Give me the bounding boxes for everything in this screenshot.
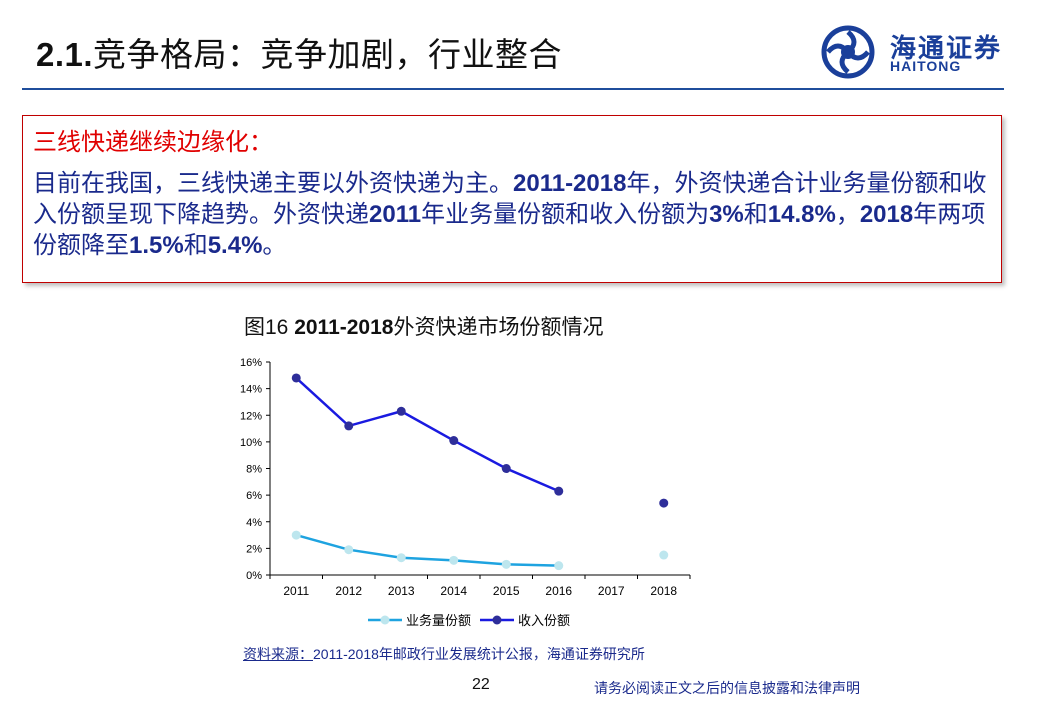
- x-tick-label: 2016: [545, 584, 572, 598]
- callout-box: 三线快递继续边缘化： 目前在我国，三线快递主要以外资快递为主。2011-2018…: [22, 115, 1002, 283]
- page-title-number: 2.1.: [36, 36, 94, 73]
- y-tick-label: 2%: [246, 543, 262, 555]
- series-line-2: [296, 378, 664, 503]
- x-tick-label: 2012: [335, 584, 362, 598]
- data-point: [344, 421, 354, 431]
- page-number: 22: [472, 676, 490, 693]
- haitong-emblem-icon: [821, 25, 875, 79]
- callout-text-run: 1.5%: [129, 232, 184, 259]
- data-point: [449, 436, 459, 446]
- x-tick-label: 2011: [283, 584, 309, 598]
- callout-heading: 三线快递继续边缘化：: [33, 129, 273, 156]
- y-tick-label: 4%: [246, 517, 262, 529]
- callout-text-run: 3%: [709, 201, 744, 228]
- data-point: [659, 550, 669, 560]
- y-tick-label: 6%: [246, 490, 262, 502]
- data-point: [501, 464, 511, 473]
- header-divider: [22, 88, 1004, 90]
- source-text: 2011-2018年邮政行业发展统计公报，海通证券研究所: [313, 646, 645, 662]
- y-tick-label: 12%: [240, 410, 262, 422]
- chart-plot-area: [292, 373, 669, 570]
- callout-text-run: 和: [183, 232, 208, 259]
- callout-text-run: 2011: [369, 201, 422, 228]
- y-tick-label: 16%: [240, 357, 262, 369]
- callout-text-run: 和: [743, 201, 768, 228]
- data-point: [501, 559, 511, 569]
- x-tick-label: 2013: [388, 584, 415, 598]
- data-point: [554, 486, 564, 496]
- figure-title: 图16 2011-2018外资快递市场份额情况: [244, 311, 603, 341]
- x-tick-label: 2014: [440, 584, 467, 598]
- legend-label: 业务量份额: [406, 613, 471, 628]
- callout-text-run: 目前在我国，三线快递主要以外资快递为主。: [33, 170, 513, 197]
- footer-disclaimer: 请务必阅读正文之后的信息披露和法律声明: [594, 680, 860, 696]
- callout-text-run: 年，外资快递合计业务量份额和收入份额呈现下降趋势。外资快递: [33, 170, 987, 228]
- callout-text-run: 14.8%: [767, 201, 836, 228]
- x-tick-label: 2015: [493, 584, 520, 598]
- data-point: [554, 561, 564, 571]
- y-tick-label: 14%: [240, 384, 262, 396]
- logo-english-name: HAITONG: [890, 58, 962, 74]
- callout-text-run: 2018: [859, 201, 914, 228]
- figure-title-years: 2011-2018: [294, 316, 394, 339]
- y-tick-label: 8%: [246, 464, 262, 476]
- data-point: [659, 498, 669, 508]
- callout-text-run: 年两项份额降至: [33, 201, 986, 259]
- callout-text-run: 5.4%: [207, 232, 263, 259]
- logo-chinese-name: 海通证券: [890, 34, 1003, 64]
- callout-text-run: 年业务量份额和收入份额为: [421, 201, 710, 228]
- callout-text-run: ，: [835, 201, 860, 228]
- page-title: 2.1.竞争格局：竞争加剧，行业整合: [36, 28, 562, 76]
- data-point: [291, 530, 301, 540]
- data-point: [396, 406, 406, 416]
- source-note: 资料来源：2011-2018年邮政行业发展统计公报，海通证券研究所: [243, 644, 645, 664]
- data-point: [344, 545, 354, 555]
- callout-text-run: 2011-2018: [513, 170, 627, 197]
- data-point: [449, 555, 459, 565]
- legend-swatch-marker: [380, 615, 390, 625]
- legend-swatch-marker: [492, 615, 502, 625]
- data-point: [396, 553, 406, 563]
- source-label: 资料来源：: [243, 646, 313, 662]
- chart-axes: 0% 2% 4% 6% 8% 10% 12% 14% 16% 2011 2012 2013 2014 20…: [240, 357, 691, 598]
- y-tick-label: 0%: [246, 570, 262, 582]
- figure-title-text: 外资快递市场份额情况: [393, 316, 604, 339]
- page-title-text: 竞争格局：竞争加剧，行业整合: [93, 36, 563, 73]
- market-share-chart: 0% 2% 4% 6% 8% 10% 12% 14% 16% 2011 2012 2013 2014 20…: [240, 357, 691, 628]
- callout-text-run: 。: [262, 232, 287, 259]
- callout-body: 目前在我国，三线快递主要以外资快递为主。2011-2018年，外资快递合计业务量…: [33, 168, 993, 261]
- x-tick-label: 2018: [650, 584, 677, 598]
- data-point: [291, 373, 301, 383]
- x-tick-label: 2017: [598, 584, 625, 598]
- figure-label: 图16: [244, 316, 295, 339]
- haitong-logo: 海通证券 HAITONG: [820, 22, 1010, 82]
- y-tick-label: 10%: [240, 437, 262, 449]
- legend-label: 收入份额: [518, 613, 570, 628]
- chart-legend: 业务量份额 收入份额: [368, 613, 570, 628]
